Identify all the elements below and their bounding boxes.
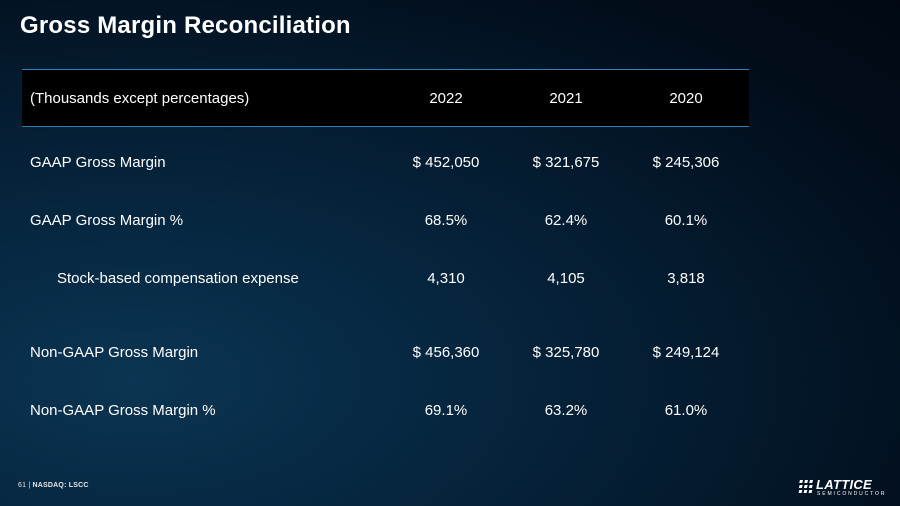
cell-2021: $ 321,675 bbox=[532, 154, 600, 171]
cell-2022: $ 452,050 bbox=[412, 154, 480, 171]
cell-2020: 3,818 bbox=[667, 270, 705, 287]
row-label: GAAP Gross Margin bbox=[30, 154, 166, 171]
cell-2022: 4,310 bbox=[427, 270, 465, 287]
row-label: Non-GAAP Gross Margin % bbox=[30, 402, 216, 419]
cell-2022: $ 456,360 bbox=[412, 344, 480, 361]
lattice-logo: LATTICE SEMICONDUCTOR bbox=[796, 478, 888, 498]
table-row: Stock-based compensation expense 4,310 4… bbox=[22, 264, 749, 294]
cell-2020: $ 245,306 bbox=[652, 154, 720, 171]
lattice-grid-icon bbox=[798, 480, 813, 493]
header-2022: 2022 bbox=[429, 90, 463, 107]
cell-2020: $ 249,124 bbox=[652, 344, 720, 361]
table-row: Non-GAAP Gross Margin % 69.1% 63.2% 61.0… bbox=[22, 396, 749, 426]
page-number: 61 bbox=[18, 482, 27, 489]
row-label: GAAP Gross Margin % bbox=[30, 212, 184, 229]
table-row: GAAP Gross Margin % 68.5% 62.4% 60.1% bbox=[22, 206, 749, 236]
cell-2021: 4,105 bbox=[547, 270, 585, 287]
slide-footer: 61 | NASDAQ: LSCC bbox=[18, 482, 89, 489]
logo-wordmark: LATTICE bbox=[816, 477, 873, 492]
row-label: Stock-based compensation expense bbox=[57, 270, 299, 287]
footer-separator: | bbox=[28, 482, 31, 489]
header-2021: 2021 bbox=[549, 90, 583, 107]
cell-2021: 62.4% bbox=[544, 212, 588, 229]
cell-2021: 63.2% bbox=[544, 402, 588, 419]
cell-2020: 60.1% bbox=[664, 212, 708, 229]
table-row: GAAP Gross Margin $ 452,050 $ 321,675 $ … bbox=[22, 148, 749, 178]
header-label: (Thousands except percentages) bbox=[30, 90, 250, 107]
table-header-band bbox=[22, 69, 749, 127]
cell-2022: 68.5% bbox=[424, 212, 468, 229]
cell-2020: 61.0% bbox=[664, 402, 708, 419]
header-2020: 2020 bbox=[669, 90, 703, 107]
cell-2022: 69.1% bbox=[424, 402, 468, 419]
logo-subtitle: SEMICONDUCTOR bbox=[817, 491, 887, 497]
slide-title: Gross Margin Reconciliation bbox=[20, 12, 351, 39]
exchange-ticker: NASDAQ: LSCC bbox=[32, 482, 89, 489]
table-row: Non-GAAP Gross Margin $ 456,360 $ 325,78… bbox=[22, 338, 749, 368]
cell-2021: $ 325,780 bbox=[532, 344, 600, 361]
table-header-row: (Thousands except percentages) 2022 2021… bbox=[22, 84, 749, 114]
row-label: Non-GAAP Gross Margin bbox=[30, 344, 199, 361]
